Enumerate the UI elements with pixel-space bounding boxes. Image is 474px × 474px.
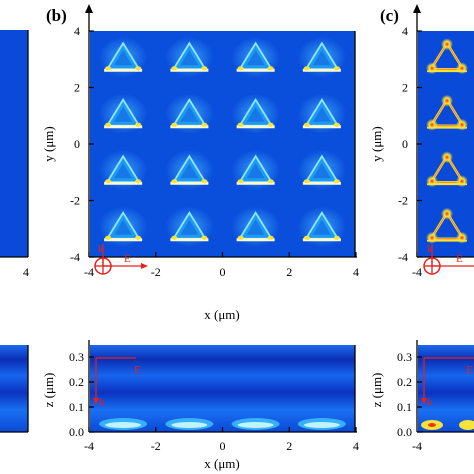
- nanotriangle-cross-section: [99, 418, 148, 430]
- nanotriangle: [297, 150, 346, 191]
- z-tick-label: 0.0: [397, 425, 412, 439]
- panel-a-partial: 4: [0, 30, 29, 433]
- nanotriangle: [231, 37, 280, 78]
- z-tick-label: 0.3: [397, 350, 412, 364]
- nanotriangle: [99, 93, 148, 134]
- z-tick-label: 0.1: [397, 400, 412, 414]
- panel-c-cs-k-label: k: [427, 396, 433, 408]
- panel-b: (b) -4 -2 0 2 4 4 2 0 -2 -4 k E x (μm) y (μm): [41, 4, 359, 322]
- nanotriangle-cross-section: [165, 418, 214, 430]
- panel-a-x-tick: 4: [23, 265, 29, 279]
- nanotriangle: [99, 37, 148, 78]
- panel-b-cs-x-label: x (μm): [204, 456, 240, 471]
- panel-b-y-label: y (μm): [41, 126, 56, 162]
- x-tick-label: 4: [353, 265, 359, 279]
- panel-b-polarization-symbol: k E: [94, 243, 148, 275]
- nanotriangle: [165, 93, 214, 134]
- panel-c-cs-e-label: E: [466, 364, 473, 376]
- y-tick-label: 2: [402, 81, 408, 95]
- z-tick-label: 0.0: [69, 425, 84, 439]
- nanotriangle-cross-section: [297, 418, 346, 430]
- panel-b-cs-e-label: E: [134, 364, 141, 376]
- y-tick-label: -4: [398, 250, 408, 264]
- panel-c-cs-hotspots: [421, 420, 474, 430]
- panel-c-bottom-ticks: 0.3 0.2 0.1 0.0-4: [397, 350, 422, 453]
- nanotriangle-cross-section: [231, 418, 280, 430]
- nanotriangle: [297, 93, 346, 134]
- panel-c-y-label: y (μm): [369, 126, 384, 162]
- z-tick-label: 0.3: [69, 350, 84, 364]
- panel-b-cs-k-label: k: [99, 396, 105, 408]
- nanotriangle: [231, 206, 280, 247]
- hotspot-triangle: [426, 94, 468, 131]
- x-tick-label: -2: [151, 265, 161, 279]
- x-tick-label: -2: [151, 439, 161, 453]
- y-tick-label: 0: [74, 137, 80, 151]
- y-tick-label: 4: [402, 24, 408, 38]
- z-tick-label: 0.2: [69, 375, 84, 389]
- panel-b-particles: [99, 37, 346, 247]
- nanotriangle: [297, 37, 346, 78]
- y-tick-label: 4: [74, 24, 80, 38]
- panel-c-top-ticks: 4 2 0 -2 -4 -4: [398, 24, 422, 279]
- y-tick-label: -2: [398, 194, 408, 208]
- panel-a-top-map: [0, 30, 28, 257]
- panel-c-polarization-symbol: k E: [423, 243, 474, 275]
- panel-c-bottom-map: [418, 345, 474, 432]
- panel-c-k-label: k: [427, 243, 433, 255]
- panel-b-particle-discs: [99, 418, 346, 430]
- panel-b-k-label: k: [98, 243, 104, 255]
- x-tick-label: 0: [220, 265, 226, 279]
- x-tick-label: -4: [412, 265, 422, 279]
- z-tick-label: 0.2: [397, 375, 412, 389]
- panel-b-cross-section: -4 -2 0 2 4 0.3 0.2 0.1 0.0 E k x (μm) z (μm): [41, 340, 359, 471]
- hotspot-triangle: [426, 38, 468, 75]
- panel-c-hotspots: [426, 38, 468, 244]
- nanotriangle: [99, 206, 148, 247]
- x-tick-label: 2: [286, 265, 292, 279]
- panel-b-label: (b): [46, 6, 67, 25]
- hotspot-triangle: [426, 207, 468, 244]
- panel-b-cs-y-label: z (μm): [41, 373, 56, 408]
- panel-b-x-label: x (μm): [204, 307, 240, 322]
- nanotriangle: [231, 150, 280, 191]
- x-tick-label: 4: [353, 439, 359, 453]
- panel-c-label: (c): [380, 6, 399, 25]
- y-tick-label: 2: [74, 81, 80, 95]
- panel-a-bottom-map: [0, 345, 28, 432]
- panel-b-e-label: E: [124, 253, 131, 265]
- x-tick-label: -4: [84, 265, 94, 279]
- x-tick-label: -4: [412, 439, 422, 453]
- x-tick-label: 0: [220, 439, 226, 453]
- nanotriangle: [165, 206, 214, 247]
- y-tick-label: -4: [70, 250, 80, 264]
- y-tick-label: -2: [70, 194, 80, 208]
- y-tick-label: 0: [402, 137, 408, 151]
- panel-c-cross-section-polarization: E k: [421, 357, 474, 408]
- panel-b-bottom-map: [90, 345, 355, 432]
- x-tick-label: -4: [84, 439, 94, 453]
- z-tick-label: 0.1: [69, 400, 84, 414]
- panel-c-cs-y-label: z (μm): [369, 373, 384, 408]
- panel-c: (c) 420-2-4-4 k E y (μm) 0.30.20.10.0-4: [369, 4, 474, 453]
- panel-c-e-label: E: [456, 253, 463, 265]
- nanotriangle: [231, 93, 280, 134]
- x-tick-label: 2: [286, 439, 292, 453]
- panel-b-top-ticks: -4 -2 0 2 4 4 2 0 -2 -4: [70, 24, 359, 279]
- hotspot-triangle: [426, 151, 468, 188]
- panel-b-bottom-ticks: -4 -2 0 2 4 0.3 0.2 0.1 0.0: [69, 350, 359, 453]
- nanotriangle: [165, 150, 214, 191]
- nanotriangle: [165, 37, 214, 78]
- nanotriangle: [297, 206, 346, 247]
- panel-b-cross-section-polarization: E k: [93, 357, 141, 408]
- nanotriangle: [99, 150, 148, 191]
